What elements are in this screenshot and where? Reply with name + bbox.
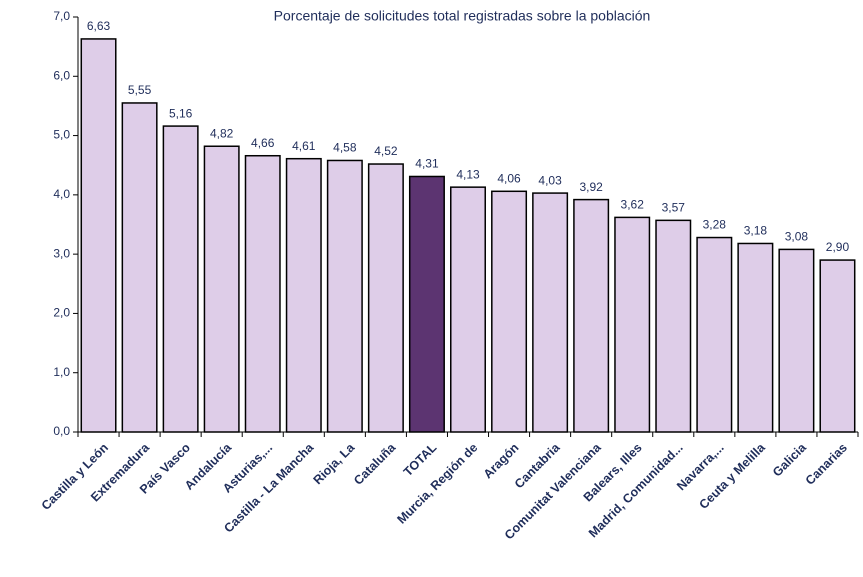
bar — [326, 159, 363, 433]
bar — [408, 175, 445, 433]
value-label: 3,92 — [579, 180, 603, 194]
y-tick-label: 3,0 — [53, 246, 70, 260]
value-label: 4,13 — [456, 167, 480, 181]
y-tick-label: 6,0 — [53, 68, 70, 82]
value-label: 4,66 — [251, 136, 275, 150]
x-tick-label: TOTAL — [401, 440, 440, 479]
x-tick-label: Aragón — [481, 441, 522, 482]
value-label: 6,63 — [87, 19, 111, 33]
value-label: 5,16 — [169, 106, 193, 120]
value-label: 4,06 — [497, 171, 521, 185]
x-tick-label: Canarias — [803, 441, 850, 488]
bar — [367, 163, 404, 433]
bar — [285, 157, 322, 433]
value-label: 4,03 — [538, 173, 562, 187]
bar — [244, 154, 281, 433]
x-tick-label: Murcia, Región de — [394, 441, 480, 527]
bar — [80, 38, 117, 433]
bar — [614, 216, 651, 433]
y-tick-label: 1,0 — [53, 365, 70, 379]
value-label: 2,90 — [826, 240, 850, 254]
bar — [121, 102, 158, 433]
value-label: 5,55 — [128, 83, 152, 97]
value-label: 4,58 — [333, 141, 357, 155]
value-label: 4,52 — [374, 144, 398, 158]
bar — [491, 190, 528, 433]
chart-title: Porcentaje de solicitudes total registra… — [274, 8, 651, 24]
bar — [532, 192, 569, 433]
y-tick-label: 5,0 — [53, 128, 70, 142]
x-tick-label: Rioja, La — [311, 440, 358, 487]
value-label: 3,28 — [703, 218, 727, 232]
bar — [203, 145, 240, 433]
x-tick-label: Galicia — [770, 440, 810, 480]
value-label: 3,57 — [662, 201, 686, 215]
value-label: 3,62 — [621, 198, 645, 212]
bar — [573, 198, 610, 433]
bar — [450, 186, 486, 433]
bar — [737, 242, 774, 433]
y-tick-label: 7,0 — [53, 9, 70, 23]
bar — [778, 248, 815, 433]
y-tick-label: 4,0 — [53, 187, 70, 201]
y-tick-label: 0,0 — [53, 424, 70, 438]
bar — [655, 219, 692, 433]
x-tick-label: Cataluña — [351, 440, 399, 488]
value-label: 3,08 — [785, 230, 809, 244]
bar — [162, 125, 199, 433]
value-label: 4,61 — [292, 139, 316, 153]
bar — [696, 236, 733, 433]
bar — [819, 259, 856, 433]
value-label: 3,18 — [744, 224, 768, 238]
y-tick-label: 2,0 — [53, 306, 70, 320]
value-label: 4,82 — [210, 126, 234, 140]
value-label: 4,31 — [415, 157, 439, 171]
